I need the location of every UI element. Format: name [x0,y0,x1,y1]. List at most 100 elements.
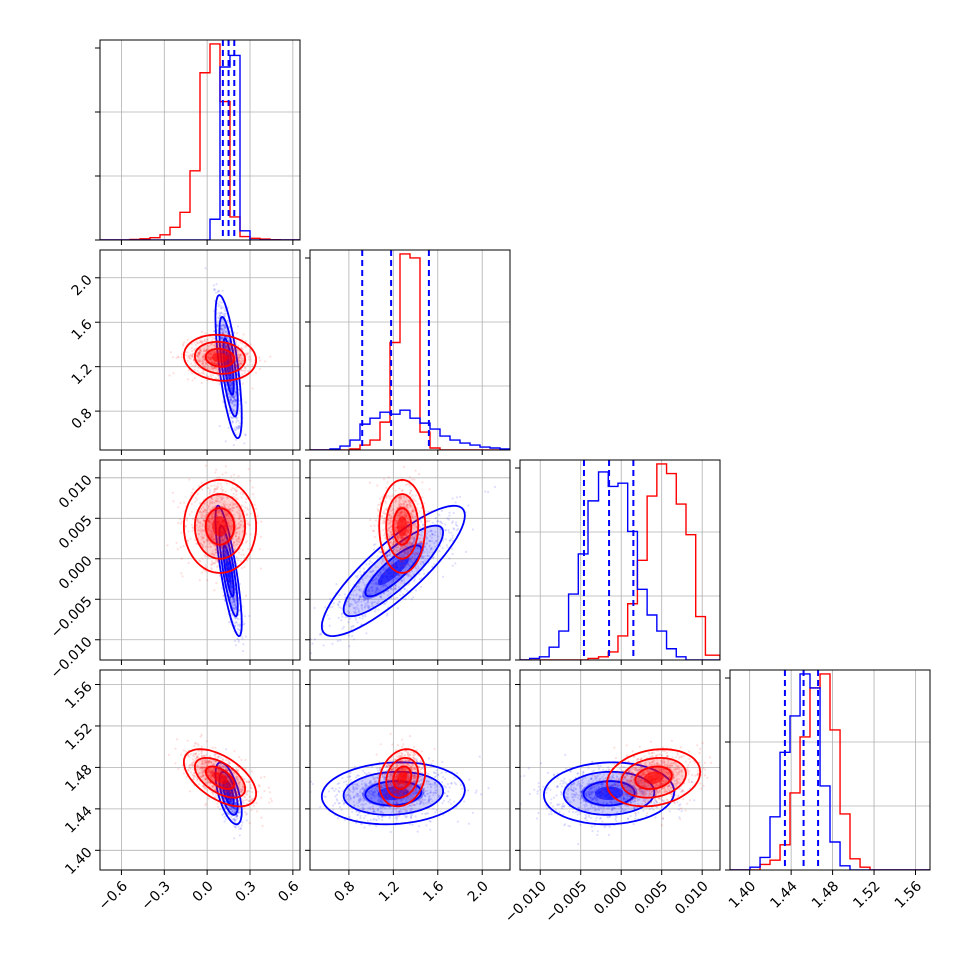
sample-point [198,510,201,513]
sample-point [206,511,209,514]
sample-point [225,512,228,515]
sample-point [213,516,216,519]
sample-point [224,440,227,443]
sample-point [234,347,237,351]
sample-point [216,509,219,513]
sample-point [218,509,221,512]
sample-point [230,387,233,390]
sample-point [401,579,404,583]
sample-point [209,545,212,549]
sample-point [368,607,371,610]
sample-point [329,606,332,609]
sample-point [229,526,232,529]
sample-point [389,540,392,543]
sample-point [228,358,231,361]
sample-point [431,532,434,535]
sample-point [205,501,208,504]
sample-point [348,617,351,620]
sample-point [418,541,421,544]
sample-point [215,349,218,352]
sample-point [400,540,403,543]
sample-point [187,354,190,357]
sample-point [408,541,411,545]
sample-point [221,537,224,541]
histogram-blue [310,409,510,450]
sample-point [407,550,410,554]
sample-point [233,362,236,365]
sample-point [230,587,233,590]
sample-point [375,588,379,591]
sample-point [236,538,239,541]
sample-point [189,357,192,361]
sample-point [214,376,217,380]
sample-point [351,603,354,607]
sample-point [428,555,431,558]
sample-point [217,376,221,380]
sample-point [211,360,214,363]
sample-point [366,604,369,607]
sample-point [234,399,237,402]
sample-point [352,638,356,641]
sample-point [232,399,235,403]
sample-point [407,563,410,566]
panel-1-0 [100,250,300,450]
sample-point [193,341,196,344]
sample-point [209,355,212,358]
sample-point [410,542,414,545]
sample-point [451,564,454,567]
sample-point [197,484,201,488]
sample-point [203,519,206,522]
sample-point [209,545,212,548]
sample-point [205,374,208,377]
sample-point [189,537,192,540]
sample-point [233,339,237,342]
sample-point [408,557,412,560]
sample-point [237,364,240,367]
sample-point [400,554,403,557]
sample-point [235,486,238,489]
sample-point [367,599,370,602]
sample-point [228,353,232,356]
sample-point [227,355,231,358]
sample-point [230,586,233,589]
sample-point [354,601,357,605]
sample-point [410,534,414,537]
sample-point [214,512,217,515]
sample-point [221,301,224,304]
sample-point [212,361,215,365]
sample-point [233,597,236,600]
sample-point [207,353,210,356]
sample-point [235,527,238,531]
sample-point [202,540,205,543]
sample-point [220,545,223,548]
sample-point [218,511,221,514]
sample-point [407,531,410,535]
sample-point [205,350,208,353]
sample-point [408,492,411,495]
sample-point [207,556,210,559]
sample-point [231,598,234,602]
sample-point [319,633,322,636]
sample-point [424,559,427,562]
sample-point [235,505,238,508]
sample-point [221,343,224,346]
sample-point [228,357,231,360]
sample-point [228,516,231,519]
sample-point [227,505,230,508]
sample-point [244,541,247,544]
sample-point [369,525,373,528]
sample-point [313,638,316,641]
sample-point [394,558,397,561]
sample-point [244,345,247,348]
density-fill-red [212,516,228,537]
sample-point [190,343,193,346]
sample-point [390,533,393,536]
sample-point [388,535,391,538]
sample-point [395,546,398,549]
sample-point [220,343,223,346]
sample-point [242,553,245,557]
sample-point [348,645,351,648]
sample-point [233,397,236,401]
sample-point [202,355,206,358]
sample-point [227,370,231,373]
